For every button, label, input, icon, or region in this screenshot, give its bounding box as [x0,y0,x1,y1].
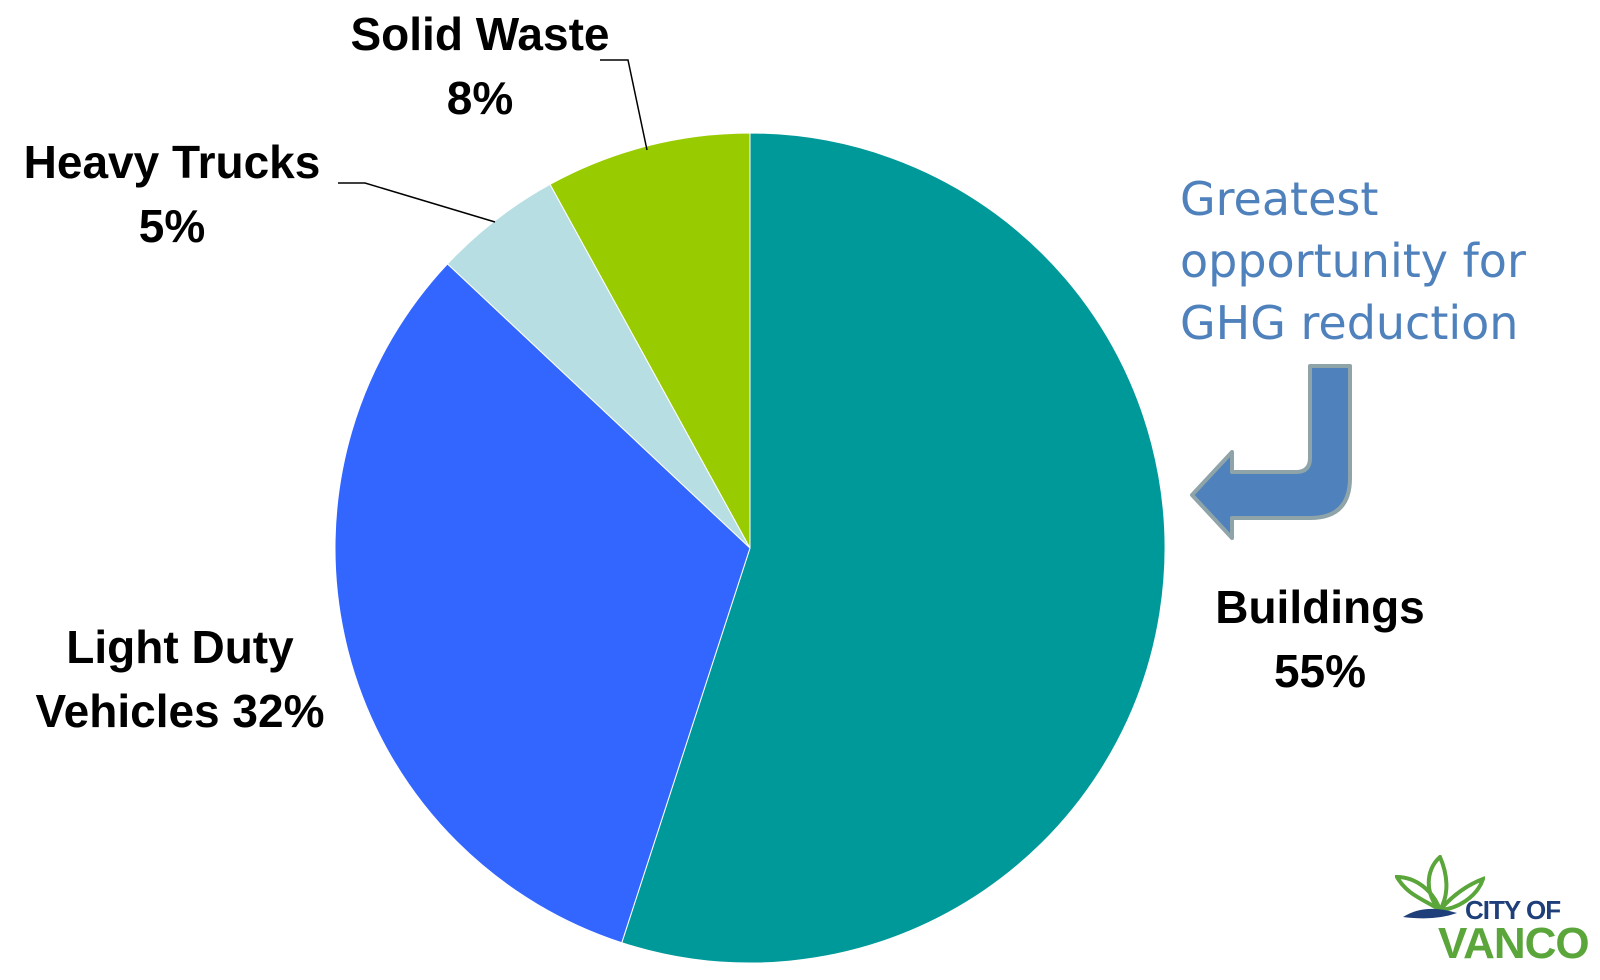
pie-slices [334,132,1166,964]
label-heavy-trucks: Heavy Trucks 5% [2,130,342,258]
label-solid-waste-value: 8% [446,72,514,124]
logo-text-city-of: CITY OF [1465,895,1561,925]
leader-line-heavy-trucks [338,182,496,223]
callout-line-2: opportunity for [1180,234,1526,288]
label-heavy-trucks-name: Heavy Trucks [23,136,321,188]
label-heavy-trucks-value: 5% [138,200,206,252]
label-light-duty-vehicles: Light Duty Vehicles 32% [20,615,340,743]
label-buildings-name: Buildings [1215,581,1425,633]
label-solid-waste-name: Solid Waste [350,8,610,60]
callout-text: Greatest opportunity for GHG reduction [1180,168,1595,354]
leaf-flower-icon [1395,855,1485,919]
city-logo: CITY OF VANCO [1395,855,1600,980]
label-buildings-value: 55% [1273,645,1367,697]
pie-slice-light-duty-vehicles [334,263,751,944]
label-buildings: Buildings 55% [1180,575,1460,703]
logo-text-vanco: VANCO [1438,919,1590,968]
label-solid-waste: Solid Waste 8% [330,2,630,130]
pie-slice-buildings [621,132,1166,964]
curved-arrow-icon [1190,364,1352,540]
label-light-duty-line1: Light Duty [66,621,294,673]
callout-line-3: GHG reduction [1180,296,1519,350]
label-light-duty-line2: Vehicles 32% [35,685,325,737]
callout-line-1: Greatest [1180,172,1379,226]
leader-line-solid-waste [600,59,648,151]
